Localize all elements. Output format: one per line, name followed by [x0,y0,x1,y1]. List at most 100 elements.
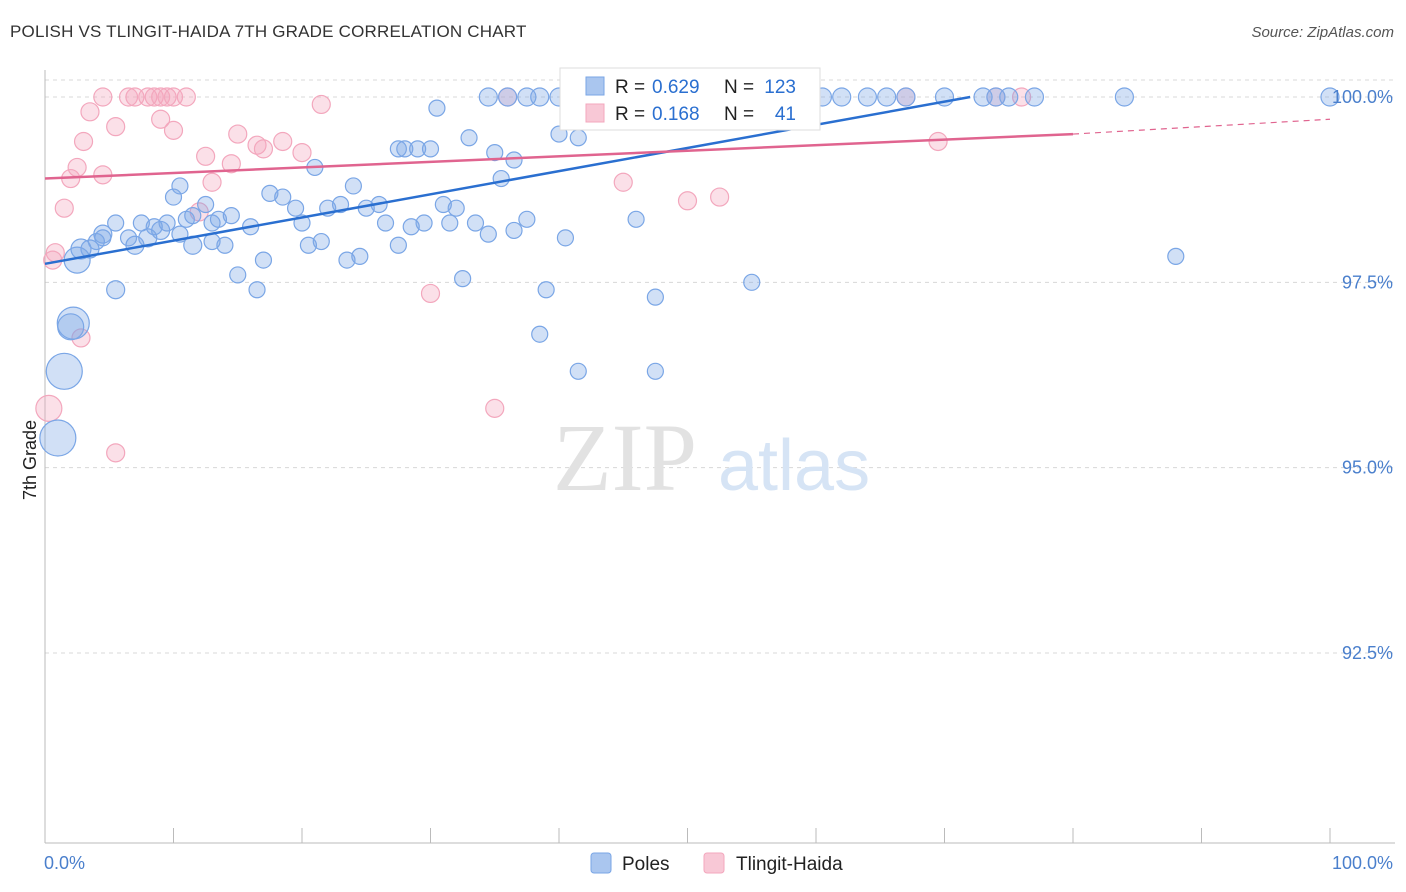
poles-point[interactable] [428,99,446,117]
poles-point[interactable] [197,195,215,214]
tlingit-point[interactable] [420,283,441,304]
poles-point[interactable] [896,87,916,107]
poles-point[interactable] [537,281,555,299]
tlingit-point[interactable] [106,117,126,137]
tlingit-point[interactable] [118,87,139,107]
poles-point[interactable] [441,214,459,232]
poles-point[interactable] [434,195,452,214]
legend-swatch-poles[interactable] [590,852,612,874]
poles-point[interactable] [229,266,247,284]
tlingit-point[interactable] [710,187,730,207]
tlingit-point[interactable] [93,87,113,107]
poles-point[interactable] [376,214,395,232]
poles-point[interactable] [286,199,305,217]
poles-point[interactable] [254,251,273,269]
tlingit-point[interactable] [613,172,633,192]
tlingit-point[interactable] [106,443,126,463]
poles-point[interactable] [498,87,518,107]
poles-point[interactable] [530,87,550,107]
poles-point[interactable] [518,210,536,228]
legend-label-poles[interactable]: Poles [622,854,670,875]
poles-point[interactable] [312,232,330,251]
poles-point[interactable] [421,140,440,158]
tlingit-point[interactable] [485,398,505,418]
poles-point[interactable] [999,87,1019,107]
poles-point[interactable] [569,129,587,147]
poles-point[interactable] [171,177,189,195]
poles-point[interactable] [857,87,878,107]
poles-point[interactable] [248,281,266,299]
poles-point[interactable] [396,140,414,158]
tlingit-point[interactable] [221,154,241,174]
tlingit-point[interactable] [928,131,948,152]
tlingit-point[interactable] [73,131,94,152]
poles-point[interactable] [45,352,83,390]
poles-point[interactable] [1320,87,1340,107]
poles-point[interactable] [556,229,575,247]
poles-point[interactable] [151,220,171,241]
tlingit-point[interactable] [677,191,698,211]
tlingit-point[interactable] [151,109,171,129]
tlingit-point[interactable] [292,143,312,163]
poles-point[interactable] [743,273,761,291]
poles-point[interactable] [466,214,485,232]
poles-point[interactable] [119,229,138,247]
poles-point[interactable] [331,195,350,214]
poles-point[interactable] [158,214,176,232]
poles-point[interactable] [216,236,234,254]
tlingit-point[interactable] [80,102,100,122]
poles-point[interactable] [492,169,510,188]
poles-point[interactable] [107,214,125,232]
poles-point[interactable] [569,362,587,380]
poles-point[interactable] [486,144,504,162]
poles-point[interactable] [447,199,465,217]
poles-point[interactable] [478,87,498,107]
poles-point[interactable] [177,210,195,228]
poles-point[interactable] [389,140,407,158]
legend-label-tlingit[interactable]: Tlingit-Haida [736,854,843,875]
legend-swatch-tlingit[interactable] [703,852,725,874]
poles-point[interactable] [145,218,163,236]
poles-point[interactable] [389,236,407,254]
poles-point[interactable] [479,225,497,243]
poles-point[interactable] [1167,247,1185,265]
poles-point[interactable] [1114,87,1135,107]
tlingit-point[interactable] [228,124,248,144]
poles-point[interactable] [877,87,897,107]
poles-point[interactable] [274,188,292,206]
poles-point[interactable] [1024,87,1045,107]
poles-point[interactable] [338,251,356,269]
poles-point[interactable] [39,419,77,457]
poles-point[interactable] [351,247,369,265]
poles-point[interactable] [415,214,433,232]
poles-point[interactable] [505,151,523,169]
poles-point[interactable] [531,325,549,343]
poles-point[interactable] [832,87,852,107]
poles-point[interactable] [209,210,228,228]
poles-point[interactable] [505,221,523,240]
poles-point[interactable] [627,210,645,228]
poles-point[interactable] [646,288,664,306]
poles-point[interactable] [261,184,279,202]
tlingit-point[interactable] [273,131,293,152]
tlingit-point[interactable] [202,172,222,192]
tlingit-point[interactable] [253,139,274,159]
poles-point[interactable] [344,177,362,195]
poles-point[interactable] [93,224,113,244]
poles-point[interactable] [299,236,318,254]
tlingit-point[interactable] [163,120,184,140]
tlingit-point[interactable] [196,146,216,166]
tlingit-point[interactable] [176,87,196,107]
poles-point[interactable] [646,362,664,380]
tlingit-point[interactable] [54,198,74,218]
tlingit-point[interactable] [311,94,331,115]
poles-point[interactable] [56,306,90,340]
tlingit-point[interactable] [157,87,177,107]
poles-point[interactable] [454,270,472,288]
poles-point[interactable] [409,140,427,158]
poles-point[interactable] [460,129,478,147]
tlingit-point[interactable] [35,394,63,422]
poles-point[interactable] [106,280,126,300]
poles-point[interactable] [222,207,240,225]
poles-point[interactable] [402,218,420,236]
